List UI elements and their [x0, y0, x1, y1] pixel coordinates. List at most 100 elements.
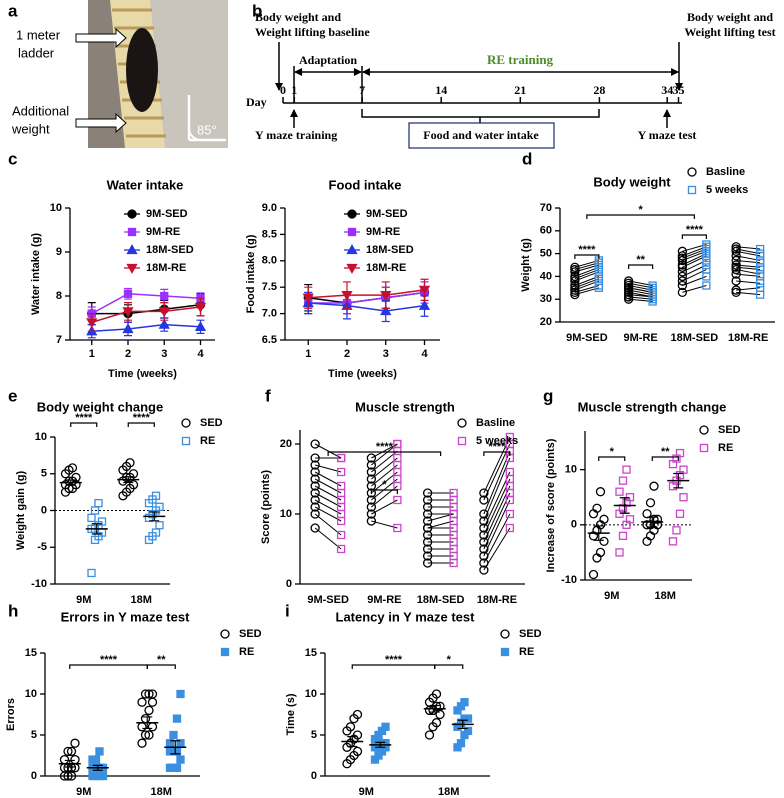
point	[599, 514, 609, 524]
x-axis-label: Time (weeks)	[108, 368, 177, 380]
error-bar	[170, 740, 181, 755]
error-bar	[673, 472, 684, 489]
y-tick-label: 5	[31, 729, 37, 741]
significance-label: ****	[488, 441, 506, 453]
legend-label: 18M-RE	[366, 262, 406, 274]
error-bar	[457, 719, 468, 730]
pair-line	[314, 478, 342, 494]
legend-label: 18M-SED	[366, 244, 414, 256]
point	[381, 739, 390, 748]
point	[310, 460, 320, 470]
x-tick-label: 18M	[438, 786, 459, 798]
y-axis-label: Weight gain (g)	[15, 471, 27, 551]
point	[677, 271, 688, 282]
point	[366, 460, 377, 470]
y-tick-label: 0	[311, 770, 317, 782]
x-tick-label: 2	[344, 348, 350, 360]
day-label: 28	[593, 83, 605, 97]
y-tick-label: 9.0	[262, 202, 277, 214]
legend-label: SED	[519, 628, 542, 640]
point	[137, 697, 147, 707]
day-label: 14	[435, 83, 447, 97]
significance-bracket	[651, 456, 679, 461]
point	[155, 502, 164, 511]
chart-title: Body weight change	[37, 399, 163, 414]
y-tick-label: 8	[56, 290, 62, 302]
pair-line	[483, 443, 511, 501]
y-axis-label: Score (points)	[260, 470, 272, 544]
point	[86, 318, 98, 329]
point	[463, 714, 473, 723]
point	[677, 267, 688, 277]
legend-label: 9M-RE	[146, 226, 180, 238]
y-tick-label: 10	[35, 431, 47, 443]
point	[615, 548, 624, 557]
point	[460, 698, 469, 707]
point	[125, 458, 135, 468]
point	[570, 280, 580, 291]
x-tick-label: 18M	[151, 786, 172, 798]
legend-marker	[687, 167, 697, 177]
series-line	[308, 302, 425, 312]
point	[310, 509, 320, 519]
point	[366, 516, 377, 526]
point	[649, 514, 659, 524]
panel-label: e	[8, 386, 17, 405]
significance-label: ****	[75, 412, 93, 424]
legend-label: SED	[239, 628, 262, 640]
series-line	[308, 291, 425, 304]
point	[599, 536, 609, 547]
significance-label: ****	[133, 412, 151, 424]
chart-title: Muscle strength change	[578, 399, 727, 414]
arrow	[75, 112, 127, 134]
point	[310, 488, 320, 498]
legend-label: SED	[718, 424, 741, 436]
point	[380, 290, 392, 301]
x-tick-label: 18M-RE	[477, 594, 517, 606]
y-tick-label: 8.0	[262, 255, 277, 267]
point	[431, 689, 442, 699]
y-tick-label: 15	[305, 647, 317, 659]
point	[147, 697, 158, 707]
y-axis-label: Food intake (g)	[245, 234, 257, 313]
pair-line	[483, 485, 511, 543]
point	[144, 730, 154, 740]
pair-line	[483, 450, 511, 515]
legend-marker	[181, 436, 191, 446]
legend-label: 5 weeks	[476, 435, 518, 447]
error-bar	[65, 479, 76, 486]
significance-bracket	[598, 456, 626, 461]
significance-label: *	[447, 654, 452, 666]
x-tick-label: 9M-SED	[566, 332, 608, 344]
legend-label: 9M-SED	[146, 208, 188, 220]
y-tick-label: 70	[540, 202, 552, 214]
point	[194, 320, 207, 331]
point	[615, 487, 624, 496]
y-tick-label: 0	[286, 578, 292, 590]
x-tick-label: 4	[421, 348, 428, 360]
panel-label: b	[252, 1, 262, 20]
point	[144, 705, 154, 716]
point	[336, 453, 346, 463]
legend-label: SED	[200, 417, 223, 429]
significance-bracket	[628, 264, 654, 269]
photo-label: ladder	[18, 45, 55, 60]
y-tick-label: 7.5	[262, 281, 277, 293]
legend-label: RE	[200, 435, 215, 447]
legend-marker	[699, 425, 709, 435]
x-tick-label: 9M	[359, 786, 374, 798]
panel-label: g	[543, 386, 553, 405]
significance-bracket	[483, 451, 511, 456]
error-bar	[123, 476, 134, 484]
error-bar	[142, 716, 153, 730]
point	[366, 488, 377, 498]
legend-marker	[127, 227, 137, 237]
point	[366, 467, 377, 477]
chart-title: Food intake	[329, 177, 402, 192]
point	[479, 565, 489, 575]
point	[94, 498, 103, 508]
arrow	[75, 27, 127, 49]
point	[679, 465, 688, 474]
point	[366, 453, 377, 463]
